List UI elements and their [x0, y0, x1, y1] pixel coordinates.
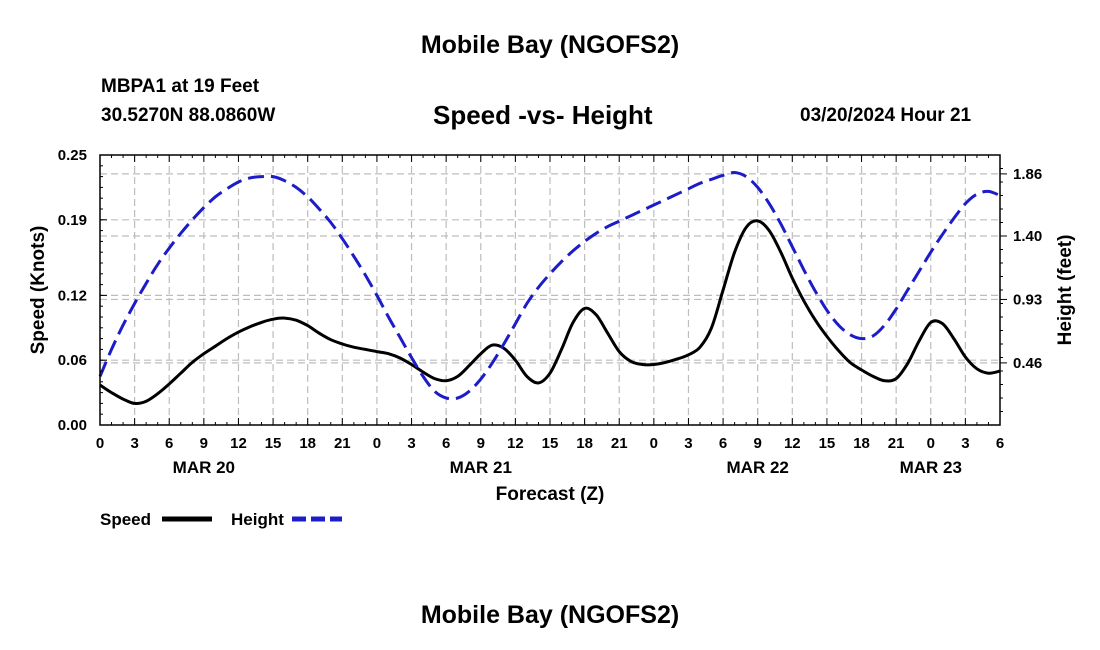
- station-label: MBPA1 at 19 Feet: [101, 76, 260, 97]
- x-tick-label: 3: [961, 435, 969, 452]
- chart-subtitle: Speed -vs- Height: [433, 100, 653, 130]
- forecast-datetime: 03/20/2024 Hour 21: [800, 105, 972, 126]
- x-axis-label: Forecast (Z): [496, 484, 605, 505]
- x-tick-label: 15: [265, 435, 282, 452]
- x-tick-label: 15: [542, 435, 559, 452]
- y-tick-label: 0.00: [58, 417, 87, 434]
- x-date-label: MAR 22: [727, 458, 789, 477]
- chart-top-title: Mobile Bay (NGOFS2): [420, 31, 680, 59]
- x-tick-label: 3: [130, 435, 138, 452]
- x-tick-label: 15: [819, 435, 836, 452]
- x-tick-label: 18: [576, 435, 593, 452]
- x-tick-label: 6: [442, 435, 450, 452]
- x-tick-label: 12: [230, 435, 247, 452]
- x-tick-label: 3: [407, 435, 415, 452]
- x-date-label: MAR 23: [900, 458, 962, 477]
- x-tick-label: 12: [784, 435, 801, 452]
- y-axis-label: Speed (Knots): [28, 226, 49, 355]
- speed-series-line: [99, 219, 1001, 405]
- y-tick-label: 0.12: [58, 287, 87, 304]
- y-tick-label: 0.06: [58, 352, 87, 369]
- axes: 0 3 6 9 12 15 18 21 0 3 6 9 12 15 18 21 0 3 6 9 12 15 18 21 0 3 6M…: [58, 147, 1042, 477]
- x-tick-label: 9: [754, 435, 762, 452]
- legend-height-label: Height: [231, 510, 284, 529]
- x-tick-label: 3: [684, 435, 692, 452]
- grid-lines: [100, 155, 1000, 425]
- y2-tick-label: 0.93: [1013, 291, 1042, 308]
- x-tick-label: 21: [334, 435, 351, 452]
- height-series-line: [98, 170, 1001, 401]
- x-date-label: MAR 20: [173, 458, 235, 477]
- x-tick-label: 9: [477, 435, 485, 452]
- x-tick-label: 6: [719, 435, 727, 452]
- x-tick-label: 21: [611, 435, 628, 452]
- x-tick-label: 6: [165, 435, 173, 452]
- x-tick-label: 0: [927, 435, 935, 452]
- y2-tick-label: 1.86: [1013, 166, 1042, 183]
- y-tick-label: 0.19: [58, 212, 87, 229]
- series-lines: [98, 170, 1001, 405]
- chart-bottom-title: Mobile Bay (NGOFS2): [420, 601, 680, 629]
- x-tick-label: 18: [853, 435, 870, 452]
- legend: Speed Height: [100, 510, 342, 529]
- x-tick-label: 9: [200, 435, 208, 452]
- y-tick-label: 0.25: [58, 147, 87, 164]
- y2-tick-label: 1.40: [1013, 228, 1042, 245]
- x-tick-label: 0: [96, 435, 104, 452]
- legend-speed-label: Speed: [100, 510, 151, 529]
- station-coordinates: 30.5270N 88.0860W: [101, 105, 276, 126]
- y2-tick-label: 0.46: [1013, 355, 1042, 372]
- x-tick-label: 0: [373, 435, 381, 452]
- x-date-label: MAR 21: [450, 458, 512, 477]
- y2-axis-label: Height (feet): [1055, 235, 1076, 346]
- x-tick-label: 6: [996, 435, 1004, 452]
- x-tick-label: 21: [888, 435, 905, 452]
- x-tick-label: 12: [507, 435, 524, 452]
- x-tick-label: 18: [299, 435, 316, 452]
- x-tick-label: 0: [650, 435, 658, 452]
